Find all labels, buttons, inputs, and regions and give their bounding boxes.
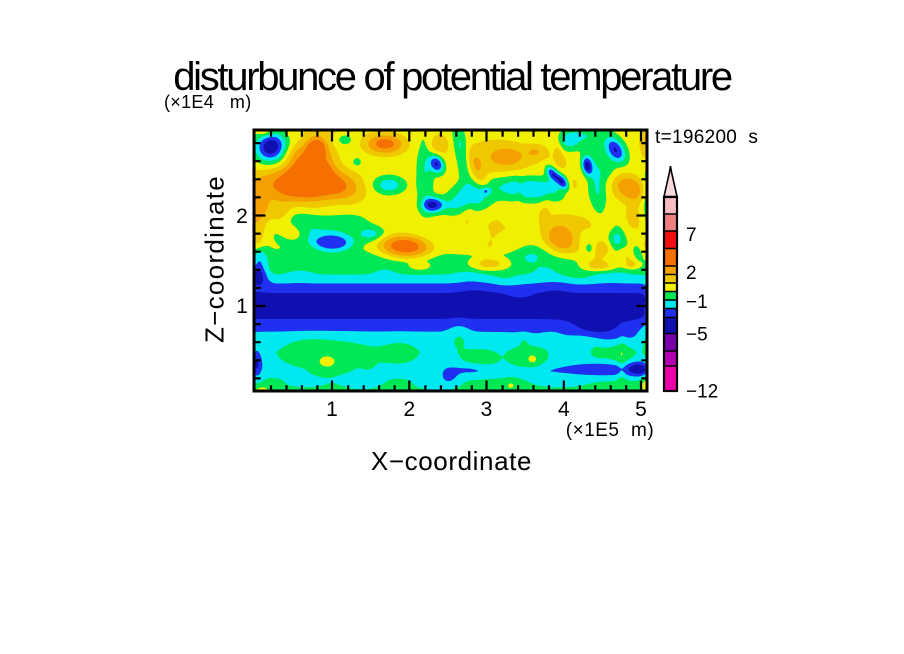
svg-text:−1: −1 — [686, 292, 708, 313]
svg-text:3: 3 — [481, 398, 493, 421]
svg-text:7: 7 — [686, 225, 697, 246]
svg-text:2: 2 — [686, 263, 697, 284]
svg-text:(×1E4 m): (×1E4 m) — [164, 92, 252, 112]
svg-text:(×1E5 m): (×1E5 m) — [566, 420, 654, 441]
svg-text:2: 2 — [403, 398, 415, 421]
svg-text:1: 1 — [236, 295, 248, 318]
svg-text:disturbunce of potential tempe: disturbunce of potential temperature — [173, 55, 732, 99]
svg-text:2: 2 — [236, 205, 248, 228]
svg-text:1: 1 — [326, 398, 338, 421]
svg-text:−5: −5 — [686, 325, 708, 346]
svg-text:5: 5 — [635, 398, 647, 421]
svg-text:X−coordinate: X−coordinate — [371, 446, 532, 476]
svg-text:t=196200 s: t=196200 s — [655, 127, 758, 148]
svg-text:−12: −12 — [686, 382, 718, 403]
svg-text:4: 4 — [558, 398, 570, 421]
svg-text:Z−coordinate: Z−coordinate — [200, 175, 230, 343]
